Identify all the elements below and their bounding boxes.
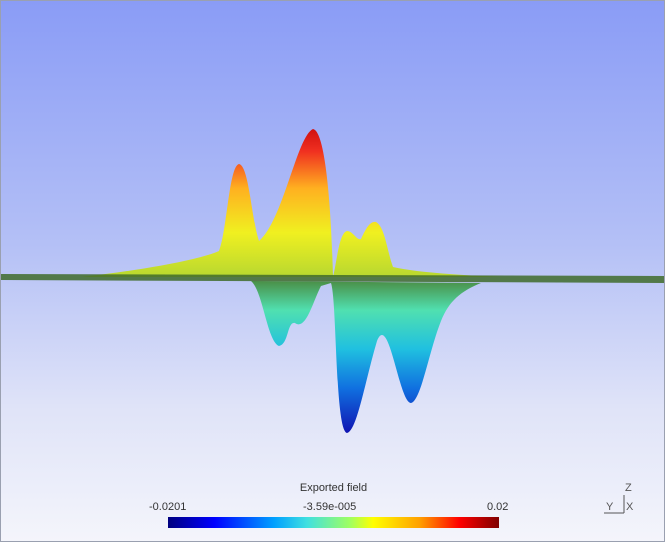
- colorbar: [168, 517, 499, 528]
- axes-triad: Z Y X: [599, 481, 639, 521]
- positive-peaks: [81, 129, 501, 277]
- axes-triad-lines: [604, 495, 625, 514]
- legend-max-label: 0.02: [487, 501, 509, 513]
- negative-lobes: [251, 281, 481, 433]
- z-axis-label: Z: [625, 482, 632, 494]
- x-axis-label: X: [626, 501, 634, 513]
- legend-title: Exported field: [299, 482, 368, 494]
- legend-min-label: -0.0201: [149, 501, 187, 513]
- y-axis-label: Y: [606, 501, 614, 513]
- base-plane: [1, 274, 664, 283]
- legend-mid-label: -3.59e-005: [303, 501, 357, 513]
